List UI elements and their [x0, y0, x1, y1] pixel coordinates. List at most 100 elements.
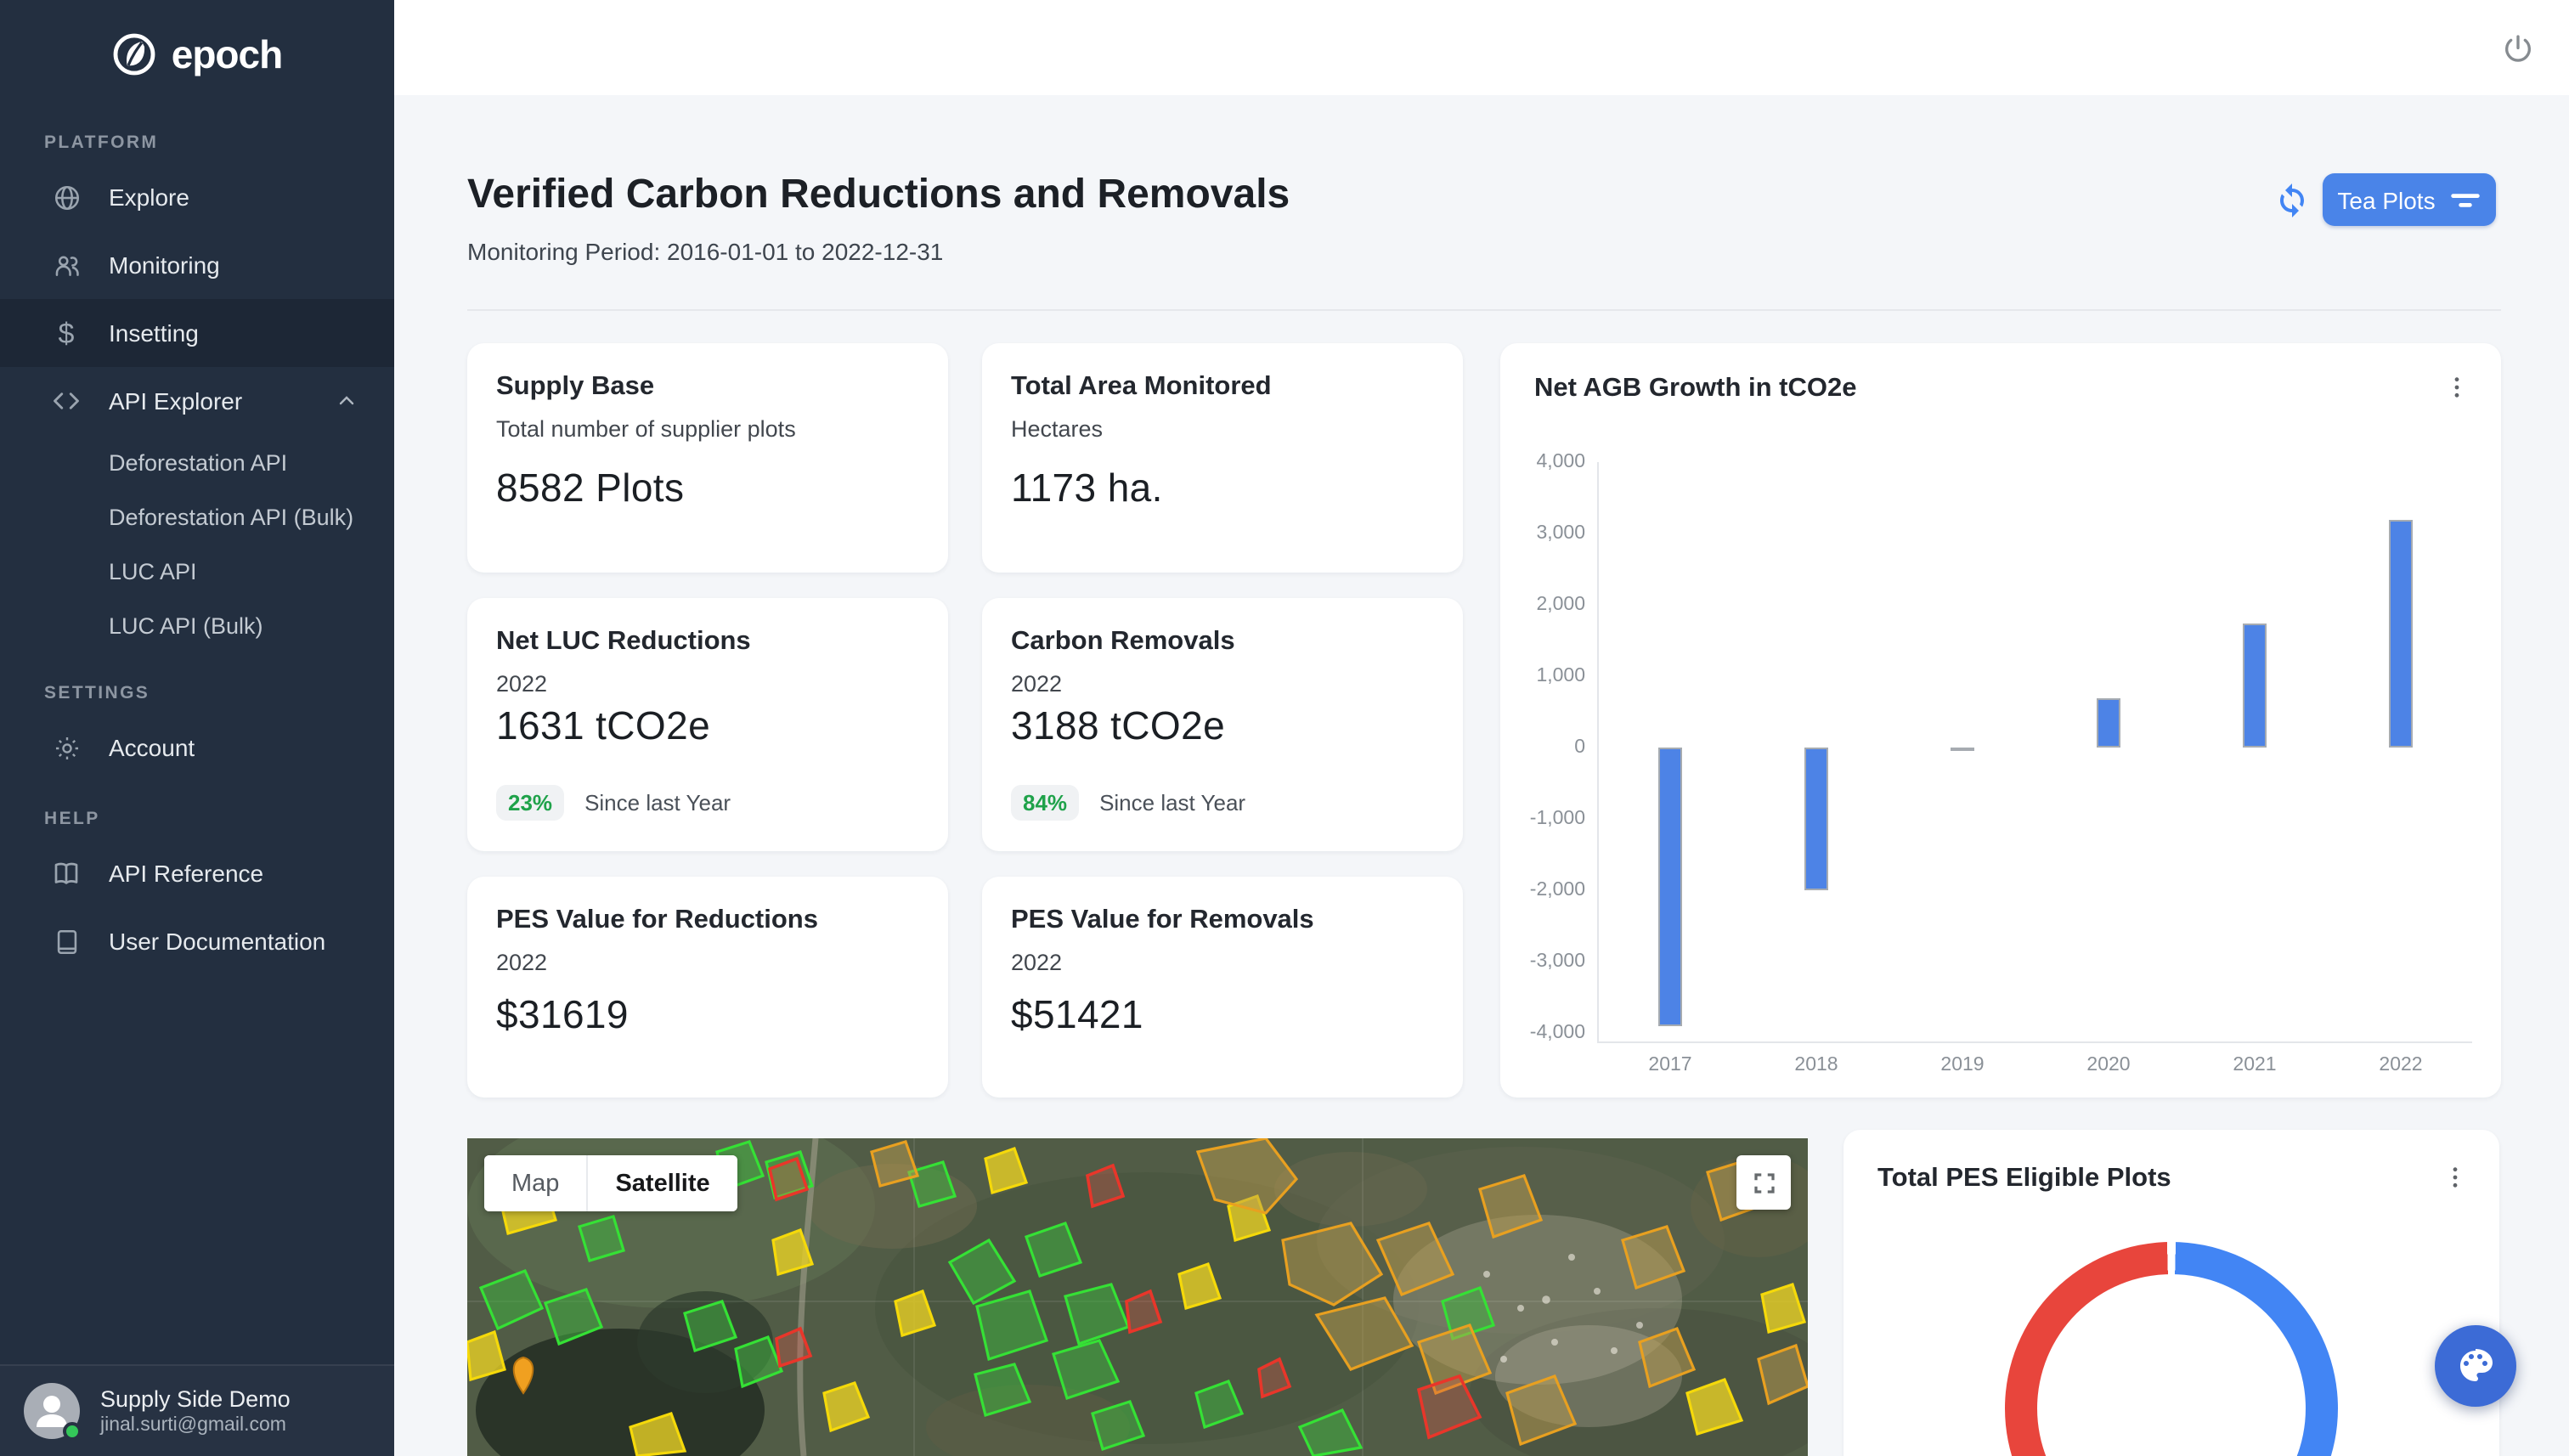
card-value: 1631 tCO2e: [496, 703, 710, 749]
y-axis-tick-label: -4,000: [1500, 1021, 1585, 1045]
sidebar-item-monitoring[interactable]: Monitoring: [0, 231, 394, 299]
header-divider: [467, 309, 2501, 311]
sidebar-subitem-luc-api-bulk[interactable]: LUC API (Bulk): [0, 598, 394, 652]
sidebar-item-label: User Documentation: [109, 928, 325, 955]
card-subtitle: 2022: [1011, 671, 1434, 697]
dollar-icon: $: [51, 318, 82, 348]
card-title: PES Value for Removals: [1011, 906, 1434, 936]
user-name: Supply Side Demo: [100, 1385, 291, 1414]
card-value: 3188 tCO2e: [1011, 703, 1225, 749]
fullscreen-icon[interactable]: [1736, 1155, 1791, 1210]
card-supply-base: Supply Base Total number of supplier plo…: [467, 343, 948, 573]
sidebar-item-explore[interactable]: Explore: [0, 163, 394, 231]
sidebar-subitem-deforestation-api-bulk[interactable]: Deforestation API (Bulk): [0, 489, 394, 544]
card-title: PES Value for Reductions: [496, 906, 919, 936]
percent-badge: 23%: [496, 785, 564, 821]
card-subtitle: 2022: [496, 950, 919, 975]
bar-2022: [2389, 519, 2413, 748]
open-book-icon: [51, 858, 82, 889]
map-type-control: Map Satellite: [484, 1155, 737, 1211]
card-pes-removals: PES Value for Removals 2022 $51421: [982, 877, 1463, 1098]
satellite-map[interactable]: Map Satellite: [467, 1138, 1808, 1456]
x-axis-tick-label: 2022: [2350, 1053, 2452, 1077]
filter-icon: [2451, 188, 2481, 212]
donut-chart: 8582 Total Plots: [2005, 1242, 2338, 1456]
card-value: 8582 Plots: [496, 466, 684, 511]
card-carbon-removals: Carbon Removals 2022 3188 tCO2e 84% Sinc…: [982, 598, 1463, 851]
sidebar: epoch PLATFORM Explore Monitoring $ Inse…: [0, 0, 394, 1456]
top-bar: [394, 0, 2569, 95]
y-axis-tick-label: 1,000: [1500, 664, 1585, 688]
user-email: jinal.surti@gmail.com: [100, 1414, 291, 1437]
badge-note: Since last Year: [1099, 790, 1245, 815]
card-subtitle: 2022: [1011, 950, 1434, 975]
card-net-luc-reductions: Net LUC Reductions 2022 1631 tCO2e 23% S…: [467, 598, 948, 851]
card-subtitle: 2022: [496, 671, 919, 697]
section-label-settings: SETTINGS: [44, 683, 394, 703]
card-title: Carbon Removals: [1011, 627, 1434, 657]
bar-2020: [2097, 697, 2120, 748]
kebab-menu-icon[interactable]: [2438, 1160, 2472, 1194]
sidebar-subitem-luc-api[interactable]: LUC API: [0, 544, 394, 598]
x-axis-tick-label: 2021: [2204, 1053, 2306, 1077]
y-axis-line: [1597, 462, 1599, 1041]
sidebar-item-insetting[interactable]: $ Insetting: [0, 299, 394, 367]
satellite-view-button[interactable]: Satellite: [588, 1155, 737, 1211]
bar-2021: [2243, 624, 2267, 748]
bar-2017: [1658, 748, 1682, 1026]
globe-icon: [51, 182, 82, 212]
sidebar-item-user-documentation[interactable]: User Documentation: [0, 907, 394, 975]
donut-hole: [2037, 1274, 2306, 1456]
sidebar-item-label: Insetting: [109, 319, 199, 347]
sidebar-item-api-reference[interactable]: API Reference: [0, 839, 394, 907]
card-value: 1173 ha.: [1011, 466, 1163, 511]
tea-plots-filter-button[interactable]: Tea Plots: [2323, 173, 2496, 226]
percent-badge: 84%: [1011, 785, 1079, 821]
sidebar-subitem-deforestation-api[interactable]: Deforestation API: [0, 435, 394, 489]
card-title: Total Area Monitored: [1011, 372, 1434, 403]
bar-chart-card: Net AGB Growth in tCO2e 4,0003,0002,0001…: [1500, 343, 2501, 1098]
epoch-leaf-icon: [112, 32, 156, 76]
sidebar-item-label: API Explorer: [109, 387, 242, 415]
gear-icon: [51, 732, 82, 763]
avatar: [24, 1383, 80, 1439]
sidebar-item-label: Explore: [109, 183, 189, 211]
palette-fab-button[interactable]: [2435, 1325, 2516, 1407]
bar-2018: [1804, 748, 1828, 890]
section-label-help: HELP: [44, 809, 394, 829]
palette-icon: [2455, 1346, 2496, 1386]
card-title: Supply Base: [496, 372, 919, 403]
x-axis-tick-label: 2017: [1619, 1053, 1721, 1077]
card-value: $51421: [1011, 992, 1143, 1038]
card-title: Net LUC Reductions: [496, 627, 919, 657]
bar-chart-plot: 4,0003,0002,0001,0000-1,000-2,000-3,000-…: [1500, 343, 2501, 1098]
y-axis-tick-label: 2,000: [1500, 593, 1585, 617]
refresh-icon[interactable]: [2268, 177, 2316, 224]
card-subtitle: Total number of supplier plots: [496, 416, 919, 442]
card-total-area: Total Area Monitored Hectares 1173 ha.: [982, 343, 1463, 573]
sidebar-item-label: API Reference: [109, 860, 263, 887]
y-axis-tick-label: 0: [1500, 736, 1585, 759]
sidebar-user[interactable]: Supply Side Demo jinal.surti@gmail.com: [0, 1364, 394, 1456]
logo: epoch: [0, 0, 394, 109]
chevron-up-icon: [336, 391, 357, 411]
document-icon: [51, 926, 82, 957]
logo-text: epoch: [172, 31, 282, 77]
sidebar-item-api-explorer[interactable]: API Explorer: [0, 367, 394, 435]
sidebar-item-label: Account: [109, 734, 195, 761]
y-axis-tick-label: 3,000: [1500, 522, 1585, 545]
app-window: epoch PLATFORM Explore Monitoring $ Inse…: [0, 0, 2569, 1456]
power-icon[interactable]: [2501, 32, 2535, 66]
sidebar-item-account[interactable]: Account: [0, 714, 394, 782]
x-axis-tick-label: 2018: [1765, 1053, 1867, 1077]
x-axis-line: [1597, 1041, 2472, 1043]
online-status-dot: [63, 1422, 82, 1441]
code-icon: [51, 386, 82, 416]
badge-note: Since last Year: [584, 790, 731, 815]
x-axis-tick-label: 2019: [1911, 1053, 2013, 1077]
filter-button-label: Tea Plots: [2337, 186, 2435, 213]
y-axis-tick-label: -3,000: [1500, 950, 1585, 973]
sidebar-item-label: Monitoring: [109, 251, 220, 279]
map-view-button[interactable]: Map: [484, 1155, 588, 1211]
y-axis-tick-label: -1,000: [1500, 807, 1585, 831]
